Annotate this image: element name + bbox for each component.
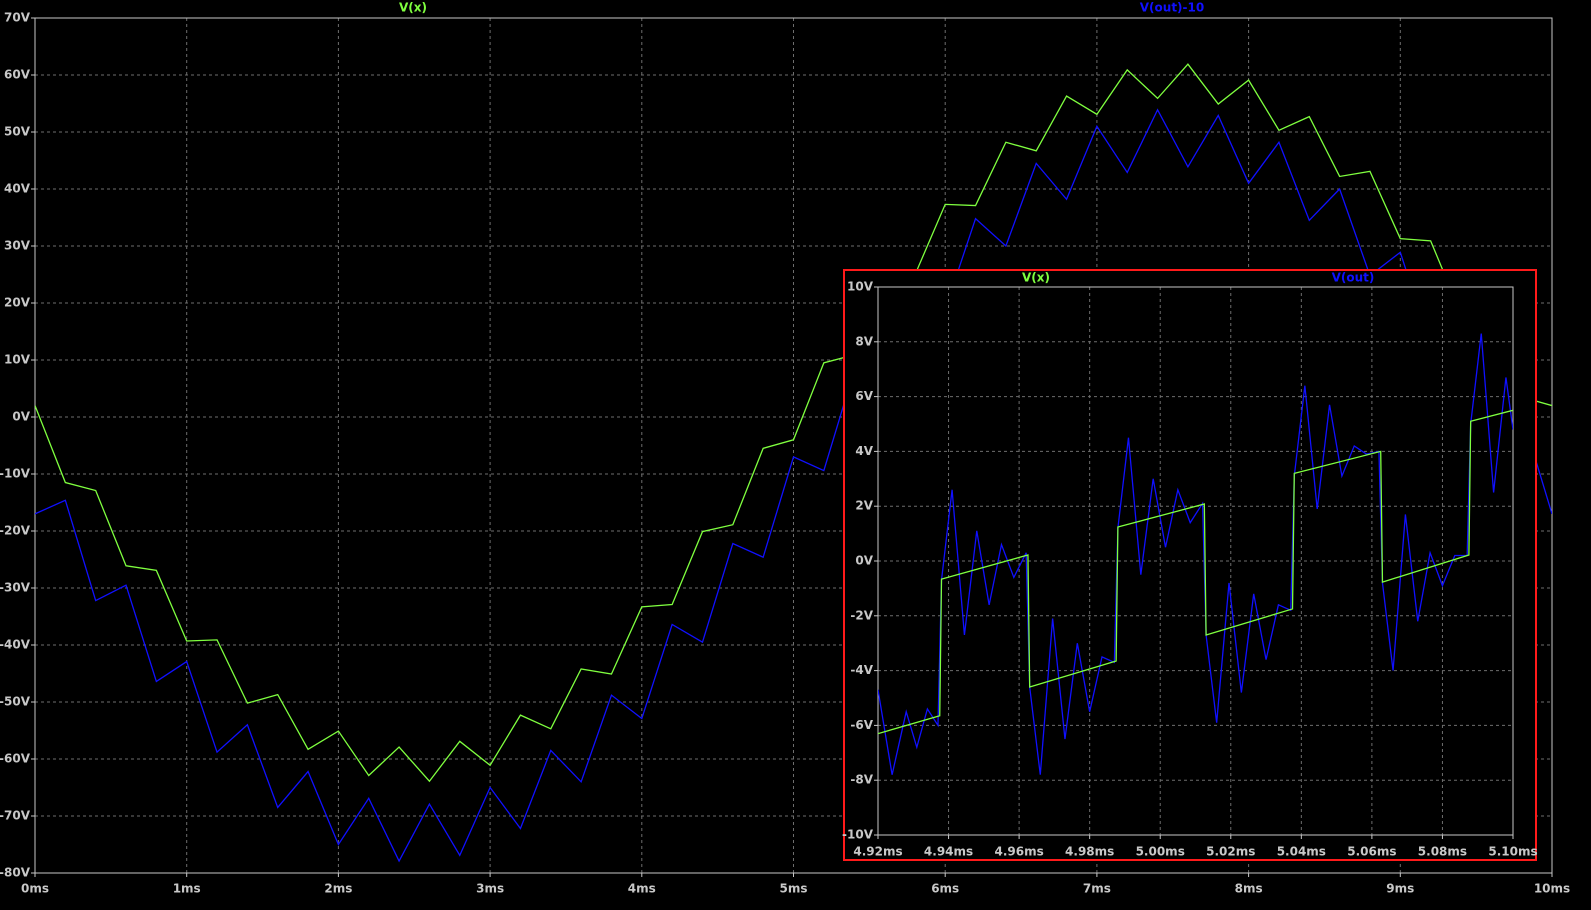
x-tick-label: 4.92ms bbox=[853, 845, 902, 859]
y-tick-label: 30V bbox=[4, 239, 31, 253]
x-tick-label: 10ms bbox=[1534, 882, 1570, 896]
trace bbox=[878, 409, 1513, 735]
x-tick-label: 0ms bbox=[21, 882, 49, 896]
x-tick-label: 5.00ms bbox=[1136, 845, 1185, 859]
y-tick-label: -6V bbox=[850, 718, 873, 732]
trace bbox=[35, 63, 1552, 783]
plot-border bbox=[877, 286, 1514, 836]
x-tick-label: 8ms bbox=[1235, 882, 1263, 896]
x-tick-label: 4.98ms bbox=[1065, 845, 1114, 859]
y-tick-label: -30V bbox=[0, 581, 31, 595]
y-tick-label: -70V bbox=[0, 809, 31, 823]
plot-area bbox=[878, 333, 1513, 775]
y-tick-label: -10V bbox=[0, 467, 31, 481]
zoom-plot: 10V 8V 6V 4V 2V 0V -2V -4V -6V -8V -10V 4.92ms 4.94m… bbox=[842, 269, 1538, 861]
legend-entry: V(out)-10 bbox=[1140, 1, 1204, 15]
trace bbox=[878, 333, 1513, 775]
y-tick-label: -20V bbox=[0, 524, 31, 538]
x-tick-label: 2ms bbox=[324, 882, 352, 896]
zoom-frame bbox=[843, 269, 1537, 861]
x-tick-label: 5.08ms bbox=[1418, 845, 1467, 859]
y-tick-label: -50V bbox=[0, 695, 31, 709]
y-tick-label: 10V bbox=[4, 353, 31, 367]
legend-entry: V(out) bbox=[1332, 271, 1375, 285]
plot-area bbox=[878, 409, 1513, 735]
y-tick-label: 4V bbox=[855, 444, 873, 458]
y-tick-label: -80V bbox=[0, 866, 31, 880]
trace bbox=[35, 108, 1552, 863]
y-tick-label: -40V bbox=[0, 638, 31, 652]
x-tick-label: 5.02ms bbox=[1206, 845, 1255, 859]
y-tick-label: 60V bbox=[4, 68, 31, 82]
y-tick-label: 40V bbox=[4, 182, 31, 196]
x-tick-label: 6ms bbox=[931, 882, 959, 896]
y-tick-label: -60V bbox=[0, 752, 31, 766]
legend-entry: V(x) bbox=[399, 1, 427, 15]
y-tick-label: 20V bbox=[4, 296, 31, 310]
plot-area bbox=[35, 63, 1552, 783]
y-tick-label: -8V bbox=[850, 773, 873, 787]
x-tick-label: 5.06ms bbox=[1347, 845, 1396, 859]
y-tick-label: -2V bbox=[850, 608, 873, 622]
x-tick-label: 4.96ms bbox=[994, 845, 1043, 859]
y-tick-label: 50V bbox=[4, 125, 31, 139]
y-tick-label: 2V bbox=[855, 499, 873, 513]
y-tick-label: -10V bbox=[842, 828, 874, 842]
legend-entry: V(x) bbox=[1022, 271, 1050, 285]
y-tick-label: 70V bbox=[4, 11, 31, 25]
x-tick-label: 5.04ms bbox=[1277, 845, 1326, 859]
x-tick-label: 5ms bbox=[780, 882, 808, 896]
y-tick-label: 8V bbox=[855, 334, 873, 348]
y-tick-label: 0V bbox=[12, 410, 30, 424]
y-tick-label: -4V bbox=[850, 663, 873, 677]
plot-border bbox=[34, 17, 1553, 874]
x-tick-label: 5.10ms bbox=[1488, 845, 1537, 859]
x-tick-label: 4.94ms bbox=[924, 845, 973, 859]
y-tick-label: 6V bbox=[855, 389, 873, 403]
y-tick-label: 0V bbox=[855, 554, 873, 568]
x-tick-label: 1ms bbox=[173, 882, 201, 896]
x-tick-label: 3ms bbox=[476, 882, 504, 896]
x-tick-label: 9ms bbox=[1386, 882, 1414, 896]
x-tick-label: 7ms bbox=[1083, 882, 1111, 896]
plot-area bbox=[35, 108, 1552, 863]
y-tick-label: 10V bbox=[847, 280, 874, 294]
x-tick-label: 4ms bbox=[628, 882, 656, 896]
